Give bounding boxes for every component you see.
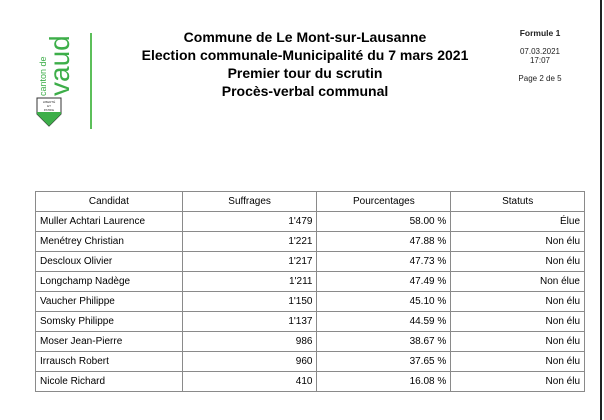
canton-vaud-logo: canton de vaud LIBERTÉ ET PATRIE <box>34 30 75 130</box>
date: 07.03.2021 <box>519 47 561 56</box>
candidate-votes: 1'221 <box>181 231 318 252</box>
candidate-votes: 986 <box>181 331 318 352</box>
table-row: Menétrey Christian 1'221 47.88 % Non élu <box>35 231 585 252</box>
title-commune: Commune de Le Mont-sur-Lausanne <box>183 29 427 45</box>
results-table: Candidat Suffrages Pourcentages Statuts … <box>35 191 585 392</box>
document-meta: Formule 1 07.03.2021 17:07 Page 2 de 5 <box>500 28 580 83</box>
candidate-percentage: 38.67 % <box>316 331 452 352</box>
svg-text:canton de: canton de <box>38 56 48 96</box>
page-number: Page 2 de 5 <box>518 74 562 83</box>
vaud-logo-icon: canton de vaud LIBERTÉ ET PATRIE <box>36 35 75 127</box>
svg-text:vaud: vaud <box>44 35 74 96</box>
candidate-percentage: 47.49 % <box>316 271 452 292</box>
candidate-status: Non élu <box>450 251 585 272</box>
title-pv: Procès-verbal communal <box>221 83 389 99</box>
candidate-status: Non élu <box>450 291 585 312</box>
candidate-percentage: 44.59 % <box>316 311 452 332</box>
candidate-percentage: 58.00 % <box>316 211 452 232</box>
candidate-votes: 1'479 <box>181 211 318 232</box>
time: 17:07 <box>529 56 551 65</box>
candidate-status: Non élu <box>450 311 585 332</box>
page-edge <box>600 0 602 420</box>
svg-text:ET: ET <box>47 104 51 108</box>
candidate-votes: 960 <box>181 351 318 372</box>
header-pourcentages: Pourcentages <box>316 191 452 212</box>
svg-text:PATRIE: PATRIE <box>44 108 54 112</box>
candidate-name: Menétrey Christian <box>35 231 183 252</box>
table-row: Somsky Philippe 1'137 44.59 % Non élu <box>35 311 585 332</box>
table-row: Muller Achtari Laurence 1'479 58.00 % Él… <box>35 211 585 232</box>
candidate-votes: 1'150 <box>181 291 318 312</box>
candidate-name: Vaucher Philippe <box>35 291 183 312</box>
candidate-name: Longchamp Nadège <box>35 271 183 292</box>
table-row: Descloux Olivier 1'217 47.73 % Non élu <box>35 251 585 272</box>
candidate-percentage: 47.73 % <box>316 251 452 272</box>
candidate-votes: 410 <box>181 371 318 392</box>
candidate-status: Non élu <box>450 331 585 352</box>
candidate-status: Non élu <box>450 371 585 392</box>
table-header-row: Candidat Suffrages Pourcentages Statuts <box>35 191 585 212</box>
title-election: Election communale-Municipalité du 7 mar… <box>141 47 469 63</box>
header-statuts: Statuts <box>450 191 585 212</box>
candidate-name: Irrausch Robert <box>35 351 183 372</box>
candidate-name: Nicole Richard <box>35 371 183 392</box>
logo-divider <box>90 33 92 129</box>
candidate-votes: 1'137 <box>181 311 318 332</box>
candidate-status: Non élu <box>450 231 585 252</box>
table-row: Longchamp Nadège 1'211 47.49 % Non élue <box>35 271 585 292</box>
title-round: Premier tour du scrutin <box>227 65 383 81</box>
candidate-percentage: 16.08 % <box>316 371 452 392</box>
form-number: Formule 1 <box>519 28 561 38</box>
candidate-name: Descloux Olivier <box>35 251 183 272</box>
candidate-percentage: 37.65 % <box>316 351 452 372</box>
candidate-percentage: 47.88 % <box>316 231 452 252</box>
table-row: Vaucher Philippe 1'150 45.10 % Non élu <box>35 291 585 312</box>
candidate-status: Non élu <box>450 351 585 372</box>
table-row: Nicole Richard 410 16.08 % Non élu <box>35 371 585 392</box>
candidate-votes: 1'217 <box>181 251 318 272</box>
candidate-name: Somsky Philippe <box>35 311 183 332</box>
document-title: Commune de Le Mont-sur-Lausanne Election… <box>110 28 500 100</box>
table-row: Moser Jean-Pierre 986 38.67 % Non élu <box>35 331 585 352</box>
candidate-status: Élue <box>450 211 585 232</box>
header-suffrages: Suffrages <box>181 191 318 212</box>
table-row: Irrausch Robert 960 37.65 % Non élu <box>35 351 585 372</box>
candidate-votes: 1'211 <box>181 271 318 292</box>
candidate-status: Non élue <box>450 271 585 292</box>
svg-text:LIBERTÉ: LIBERTÉ <box>43 99 55 104</box>
candidate-percentage: 45.10 % <box>316 291 452 312</box>
candidate-name: Moser Jean-Pierre <box>35 331 183 352</box>
candidate-name: Muller Achtari Laurence <box>35 211 183 232</box>
header-candidat: Candidat <box>35 191 183 212</box>
